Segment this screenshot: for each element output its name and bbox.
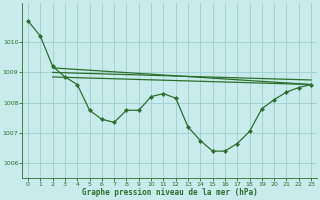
X-axis label: Graphe pression niveau de la mer (hPa): Graphe pression niveau de la mer (hPa) xyxy=(82,188,257,197)
